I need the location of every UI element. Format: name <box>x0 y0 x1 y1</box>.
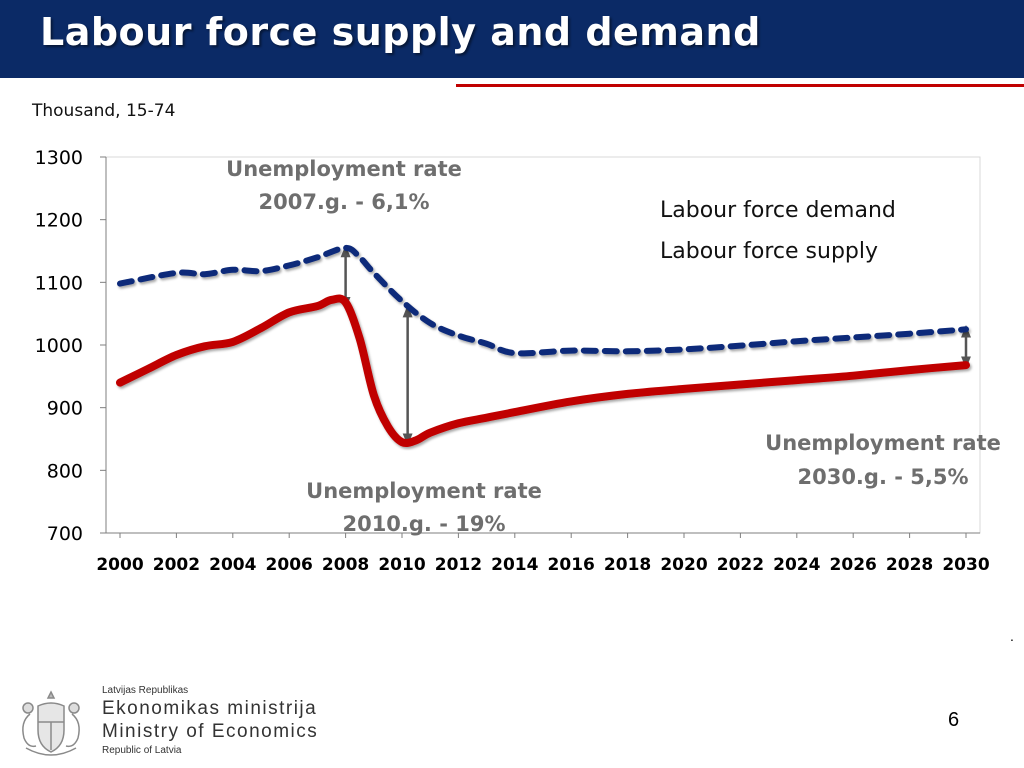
x-tick-label: 2026 <box>830 555 877 575</box>
x-tick-label: 2006 <box>266 555 313 575</box>
annotation-2010-line1: Unemployment rate <box>306 479 542 503</box>
x-tick-label: 2016 <box>548 555 595 575</box>
slide-title: Labour force supply and demand <box>40 10 761 54</box>
x-tick-label: 2024 <box>773 555 820 575</box>
y-tick-label: 700 <box>47 523 83 545</box>
y-tick-label: 1200 <box>35 210 83 232</box>
legend-label-demand: Labour force demand <box>660 198 896 223</box>
y-tick-label: 800 <box>47 460 83 482</box>
x-tick-label: 2004 <box>209 555 256 575</box>
x-tick-label: 2010 <box>378 555 425 575</box>
chart-unit-label: Thousand, 15-74 <box>32 101 176 121</box>
accent-line <box>456 84 1024 87</box>
annotation-2010-line2: 2010.g. - 19% <box>342 512 505 536</box>
annotation-2030-line1: Unemployment rate <box>765 431 1001 455</box>
x-tick-label: 2028 <box>886 555 933 575</box>
series-line-supply <box>117 244 969 357</box>
legend: Labour force demand Labour force supply <box>595 198 896 264</box>
country-label: Latvijas Republikas <box>102 685 189 696</box>
x-tick-label: 2018 <box>604 555 651 575</box>
ministry-name-lv: Ekonomikas ministrija <box>102 698 318 719</box>
annotation-2010: Unemployment rate 2010.g. - 19% <box>306 479 542 536</box>
trailing-dot: . <box>1010 628 1014 644</box>
page-number: 6 <box>948 709 960 731</box>
annotation-2007-line2: 2007.g. - 6,1% <box>258 190 429 214</box>
footer: Latvijas Republikas Ekonomikas ministrij… <box>0 676 1024 768</box>
y-tick-label: 900 <box>47 398 83 420</box>
annotation-2030-line2: 2030.g. - 5,5% <box>797 465 968 489</box>
y-tick-label: 1300 <box>35 147 83 169</box>
axes: 700 800 900 1000 1100 1200 1300 2000 2002 2004 200… <box>35 147 990 575</box>
annotation-2007: Unemployment rate 2007.g. - 6,1% <box>226 157 462 214</box>
series-line-demand <box>116 294 970 447</box>
x-tick-label: 2000 <box>96 555 143 575</box>
annotation-2007-line1: Unemployment rate <box>226 157 462 181</box>
y-tick-label: 1100 <box>35 272 83 294</box>
republic-label: Republic of Latvia <box>102 745 182 756</box>
ministry-name-en: Ministry of Economics <box>102 721 319 742</box>
title-bar: Labour force supply and demand <box>0 0 1024 78</box>
x-tick-label: 2022 <box>717 555 764 575</box>
y-tick-label: 1000 <box>35 335 83 357</box>
line-chart: 700 800 900 1000 1100 1200 1300 2000 2002 2004 200… <box>35 147 1001 575</box>
x-tick-label: 2002 <box>153 555 200 575</box>
x-tick-label: 2012 <box>435 555 482 575</box>
x-tick-label: 2030 <box>942 555 989 575</box>
series-lines <box>116 244 970 447</box>
legend-label-supply: Labour force supply <box>660 239 878 264</box>
x-tick-label: 2008 <box>322 555 369 575</box>
annotation-2030: Unemployment rate 2030.g. - 5,5% <box>765 431 1001 489</box>
coat-of-arms-icon <box>22 690 80 756</box>
gap-markers <box>340 244 971 446</box>
x-tick-label: 2020 <box>660 555 707 575</box>
x-tick-label: 2014 <box>491 555 538 575</box>
